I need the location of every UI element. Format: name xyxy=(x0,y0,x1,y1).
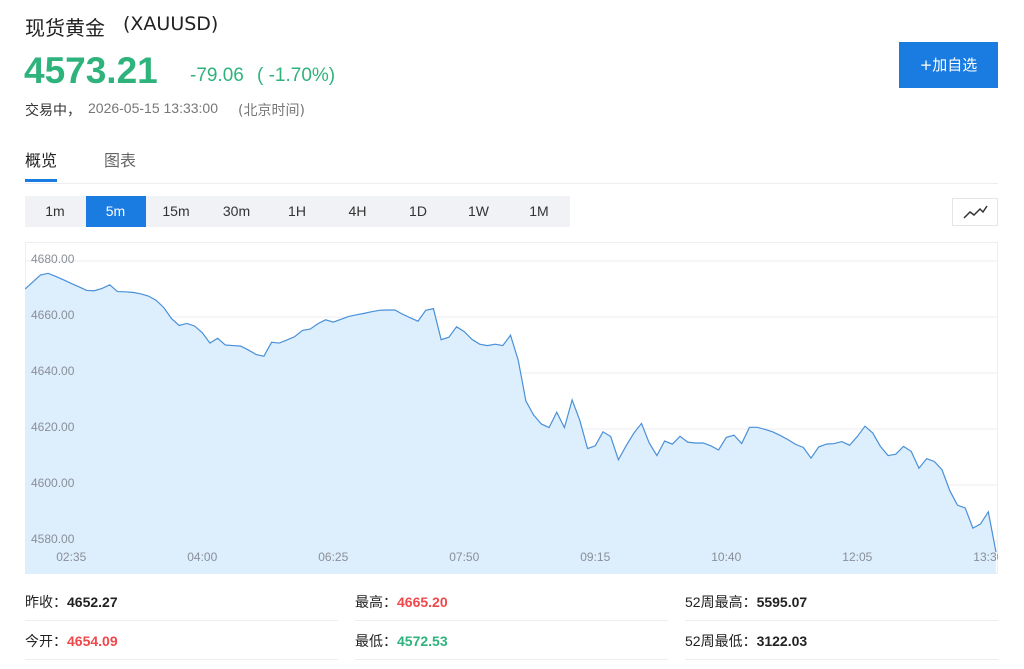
interval-button[interactable]: 1H xyxy=(288,203,306,219)
interval-button[interactable]: 1M xyxy=(529,203,549,219)
stat-divider xyxy=(355,620,668,621)
price-line xyxy=(25,272,997,553)
timestamp: 2026-05-15 13:33:00 xyxy=(88,100,218,116)
stat-divider xyxy=(355,659,668,660)
interval-button[interactable]: 30m xyxy=(222,203,251,219)
watchlist-button[interactable]: +加自选 xyxy=(899,42,998,88)
interval-button[interactable]: 1m xyxy=(45,203,65,219)
x-tick-label: 09:15 xyxy=(580,550,610,564)
instrument-name: 现货黄金 xyxy=(25,16,105,40)
stat-divider xyxy=(685,659,998,660)
stat-label: 最低：4572.53 xyxy=(355,633,448,649)
area-fill xyxy=(25,273,996,574)
interval-button[interactable]: 5m xyxy=(85,196,146,227)
x-tick-label: 12:05 xyxy=(842,550,872,564)
stat-value: 5595.07 xyxy=(756,594,808,610)
x-tick-label: 06:25 xyxy=(318,550,348,564)
price-change: -79.06 xyxy=(190,65,244,86)
stat-label: 今开：4654.09 xyxy=(25,633,118,649)
stat-label: 52周最高：5595.07 xyxy=(685,594,808,610)
trading-status: 交易中， xyxy=(25,103,81,119)
stat-divider xyxy=(25,620,338,621)
interval-button[interactable]: 1D xyxy=(409,203,427,219)
stat-label: 最高：4665.20 xyxy=(355,594,448,610)
x-tick-label: 13:30 xyxy=(973,550,998,564)
x-tick-label: 10:40 xyxy=(711,550,741,564)
x-tick-label: 02:35 xyxy=(56,550,86,564)
stat-label: 昨收：4652.27 xyxy=(25,594,118,610)
interval-button[interactable]: 1W xyxy=(468,203,489,219)
y-tick-label: 4580.00 xyxy=(31,532,75,546)
y-tick-label: 4600.00 xyxy=(31,476,75,490)
stat-value: 4654.09 xyxy=(67,633,118,649)
price-chart: 4580.00 4600.00 4620.00 4640.00 4660.00 4680.… xyxy=(25,242,998,574)
stat-value: 4665.20 xyxy=(397,594,448,610)
interval-button[interactable]: 15m xyxy=(162,203,190,219)
interval-button[interactable]: 4H xyxy=(348,203,367,219)
timezone: (北京时间) xyxy=(238,103,305,119)
chart-type-icon xyxy=(963,205,988,219)
chart-type-button[interactable] xyxy=(952,198,998,226)
price: 4573.21 xyxy=(24,50,158,91)
divider xyxy=(25,183,998,184)
y-tick-label: 4680.00 xyxy=(31,252,75,266)
tab[interactable]: 图表 xyxy=(104,151,137,170)
stat-value: 4652.27 xyxy=(67,594,118,610)
x-tick-label: 04:00 xyxy=(187,550,217,564)
stat-divider xyxy=(685,620,998,621)
stat-value: 3122.03 xyxy=(756,633,808,649)
x-tick-label: 07:50 xyxy=(449,550,479,564)
y-tick-label: 4640.00 xyxy=(31,364,75,378)
y-tick-label: 4660.00 xyxy=(31,308,75,322)
tab[interactable]: 概览 xyxy=(25,147,58,182)
instrument-symbol: (XAUUSD) xyxy=(123,13,219,35)
stat-value: 4572.53 xyxy=(397,633,448,649)
stat-divider xyxy=(25,659,338,660)
price-change-percent: ( -1.70%) xyxy=(257,65,336,86)
stat-label: 52周最低：3122.03 xyxy=(685,633,808,649)
y-tick-label: 4620.00 xyxy=(31,420,75,434)
